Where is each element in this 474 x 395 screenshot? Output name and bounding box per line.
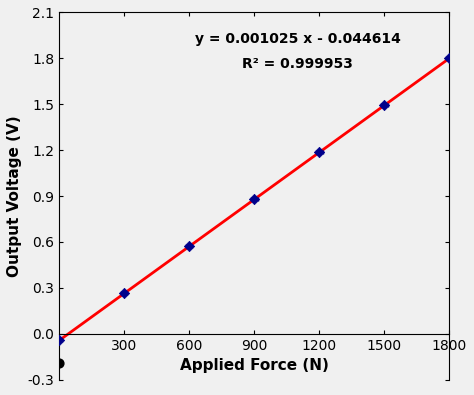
Point xyxy=(55,337,63,344)
Point xyxy=(446,55,453,62)
Y-axis label: Output Voltage (V): Output Voltage (V) xyxy=(7,115,22,277)
Point xyxy=(55,359,63,366)
Point xyxy=(381,102,388,109)
X-axis label: Applied Force (N): Applied Force (N) xyxy=(180,358,328,373)
Point xyxy=(185,243,193,250)
Point xyxy=(120,290,128,297)
Point xyxy=(250,196,258,203)
Point xyxy=(316,149,323,156)
Text: y = 0.001025 x - 0.044614: y = 0.001025 x - 0.044614 xyxy=(195,32,401,46)
Text: R² = 0.999953: R² = 0.999953 xyxy=(242,56,353,71)
